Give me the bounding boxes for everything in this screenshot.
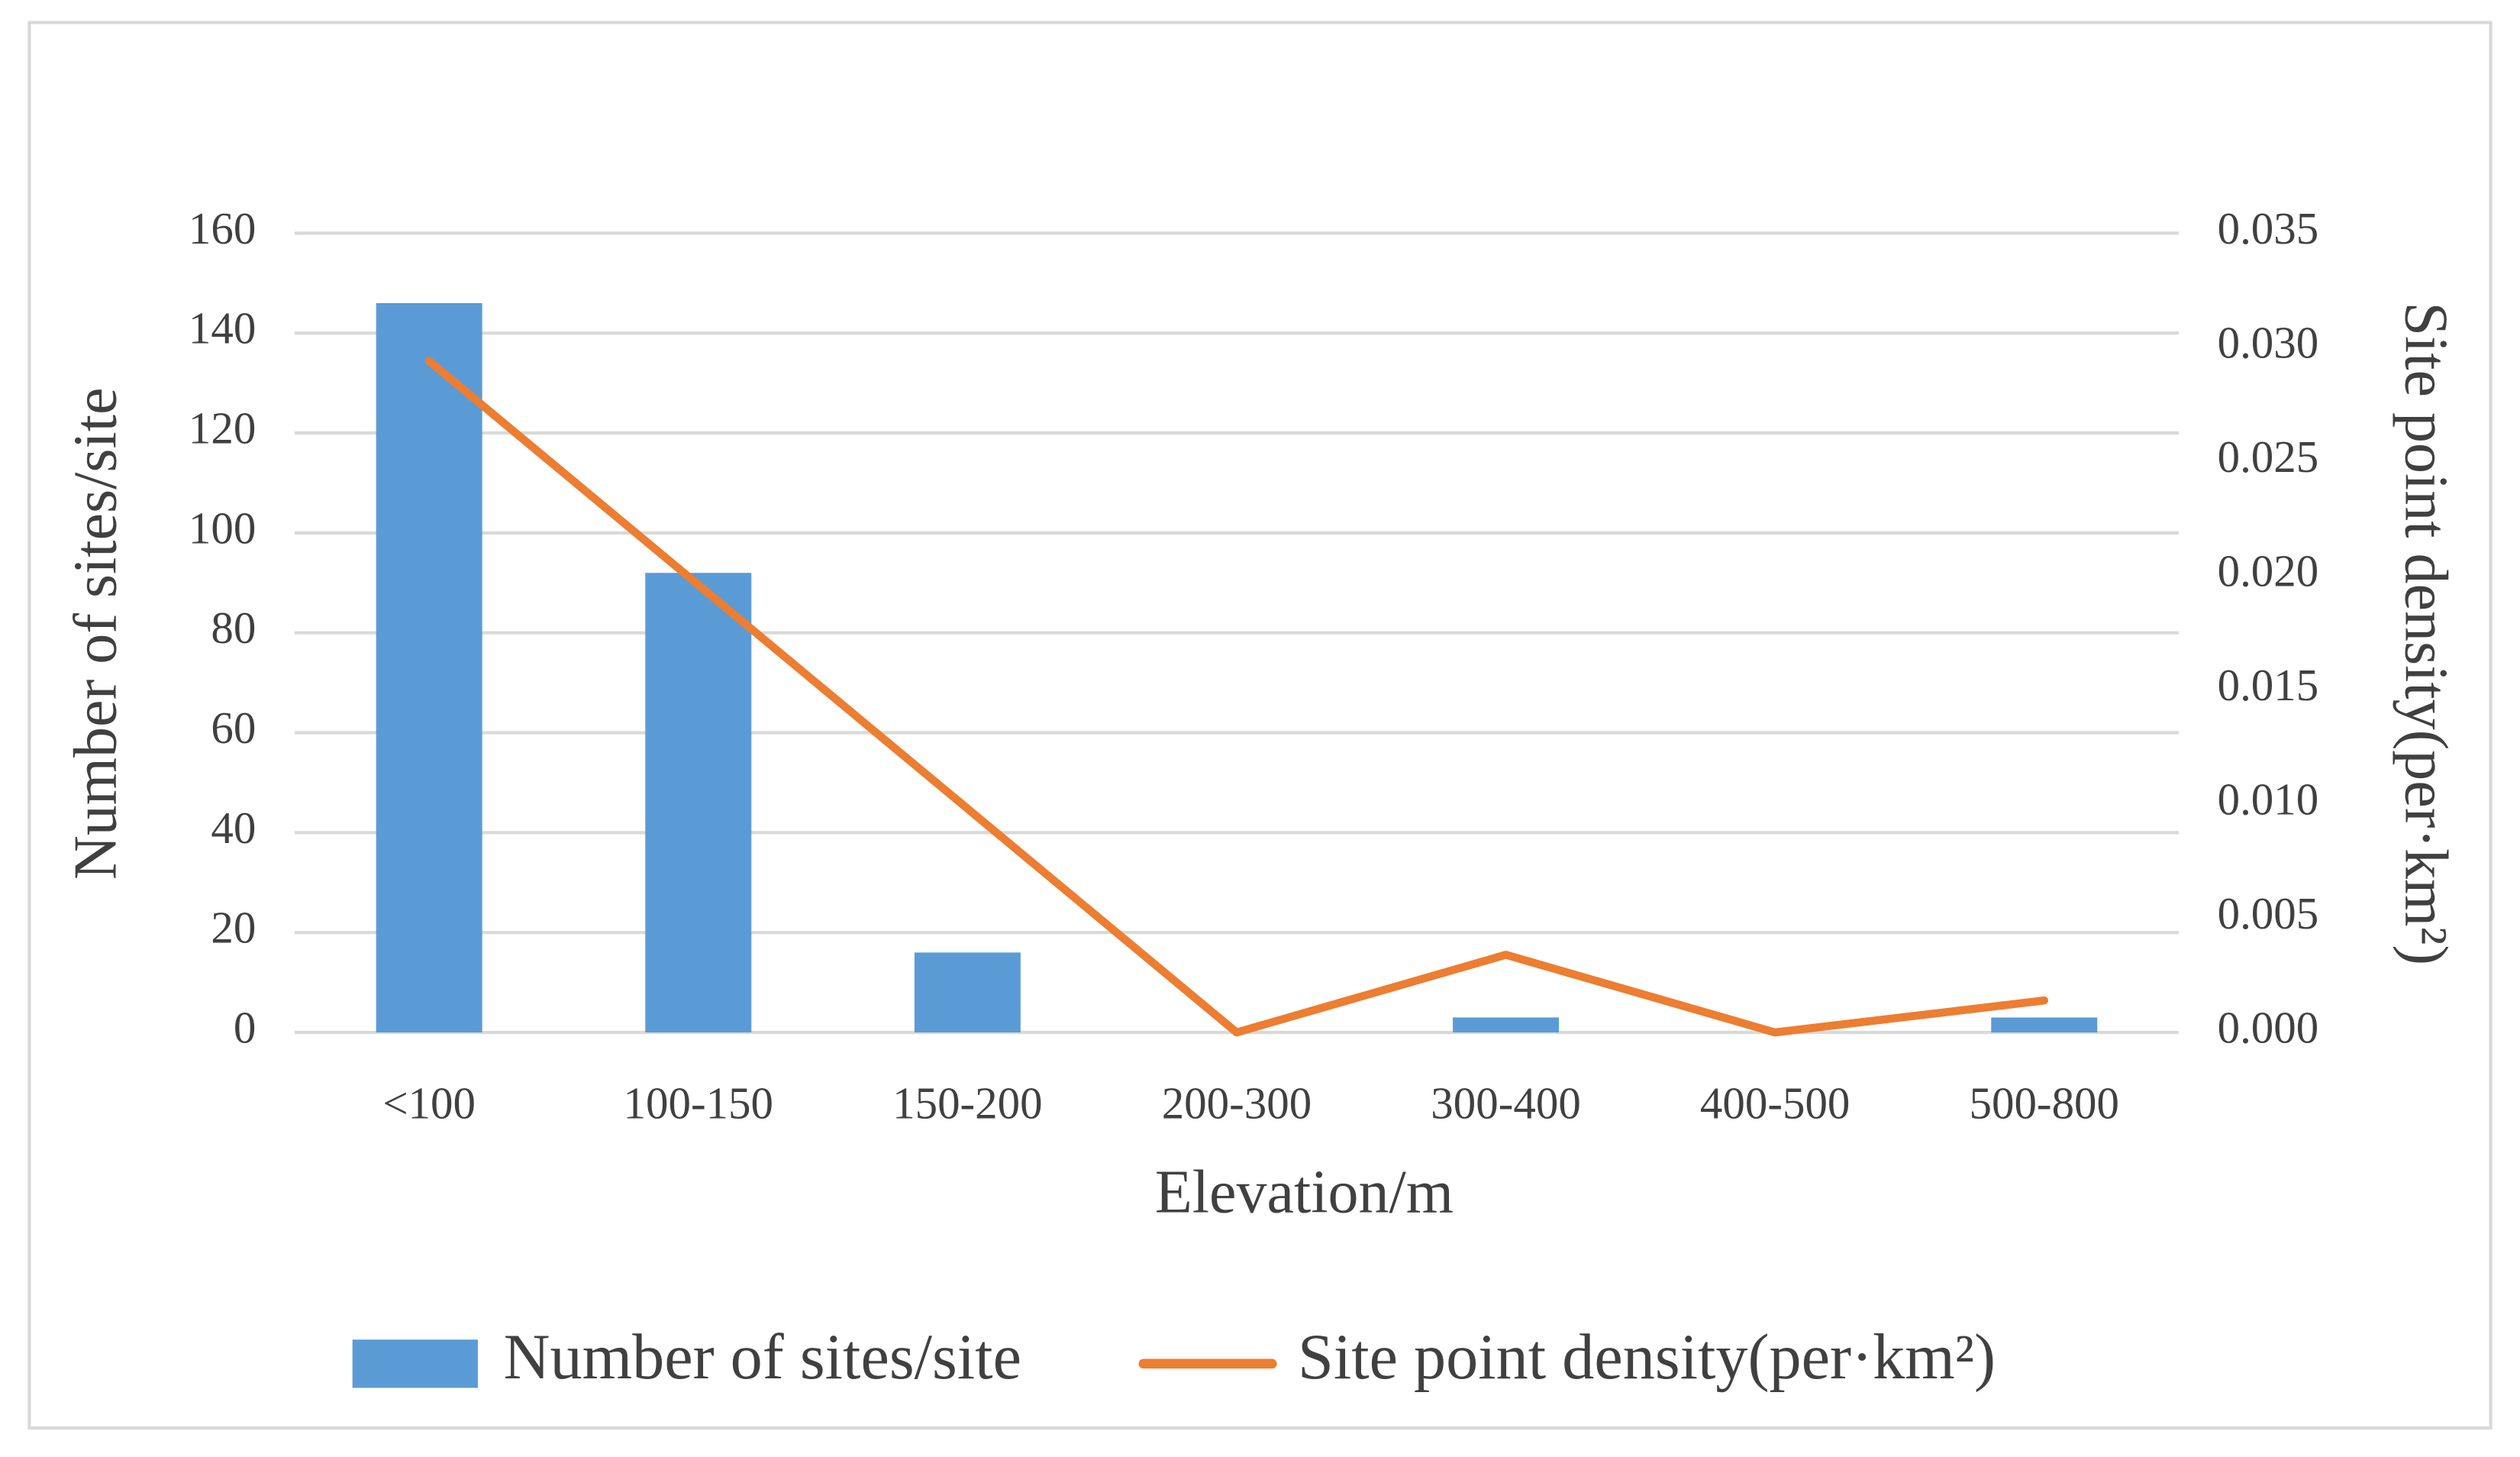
y-tick-label: 120 — [189, 403, 256, 454]
y-tick-label: 0 — [234, 1003, 256, 1053]
y2-tick-label: 0.030 — [2218, 317, 2319, 367]
line — [424, 357, 2049, 1037]
x-tick-label: 100-150 — [624, 1078, 774, 1129]
y2-tick-label: 0.005 — [2218, 888, 2319, 938]
y2-tick-label: 0.015 — [2218, 660, 2319, 710]
x-tick-label: 400-500 — [1700, 1078, 1850, 1129]
bar — [376, 302, 482, 1033]
y-axis-title: Number of sites/site — [63, 388, 130, 880]
bar — [1453, 1017, 1560, 1033]
legend-swatch — [352, 1339, 478, 1388]
y2-tick-label: 0.025 — [2218, 431, 2319, 482]
y2-tick-label: 0.020 — [2218, 545, 2319, 596]
bar — [645, 573, 752, 1033]
y-tick-label: 140 — [189, 303, 256, 354]
bar — [914, 952, 1021, 1033]
y-tick-label: 60 — [211, 703, 256, 753]
y-tick-label: 20 — [211, 903, 256, 953]
legend-label: Number of sites/site — [504, 1322, 1021, 1393]
y-tick-label: 160 — [189, 203, 256, 254]
y-tick-label: 80 — [211, 603, 256, 653]
x-tick-label: <100 — [382, 1078, 476, 1129]
y2-tick-label: 0.035 — [2218, 203, 2319, 254]
y2-tick-label: 0.000 — [2218, 1003, 2319, 1053]
x-tick-label: 200-300 — [1162, 1078, 1312, 1129]
x-axis-title: Elevation/m — [1155, 1158, 1454, 1226]
legend-label: Site point density(per·km²) — [1298, 1322, 1996, 1393]
y-tick-label: 40 — [211, 803, 256, 853]
x-tick-label: 150-200 — [892, 1078, 1042, 1129]
x-tick-label: 500-800 — [1970, 1078, 2120, 1129]
y2-tick-label: 0.010 — [2218, 774, 2319, 825]
bar — [1991, 1017, 2098, 1033]
x-tick-label: 300-400 — [1431, 1078, 1580, 1129]
y2-axis-title: Site point density(per·km²) — [2393, 302, 2460, 965]
y-tick-label: 100 — [189, 502, 256, 553]
